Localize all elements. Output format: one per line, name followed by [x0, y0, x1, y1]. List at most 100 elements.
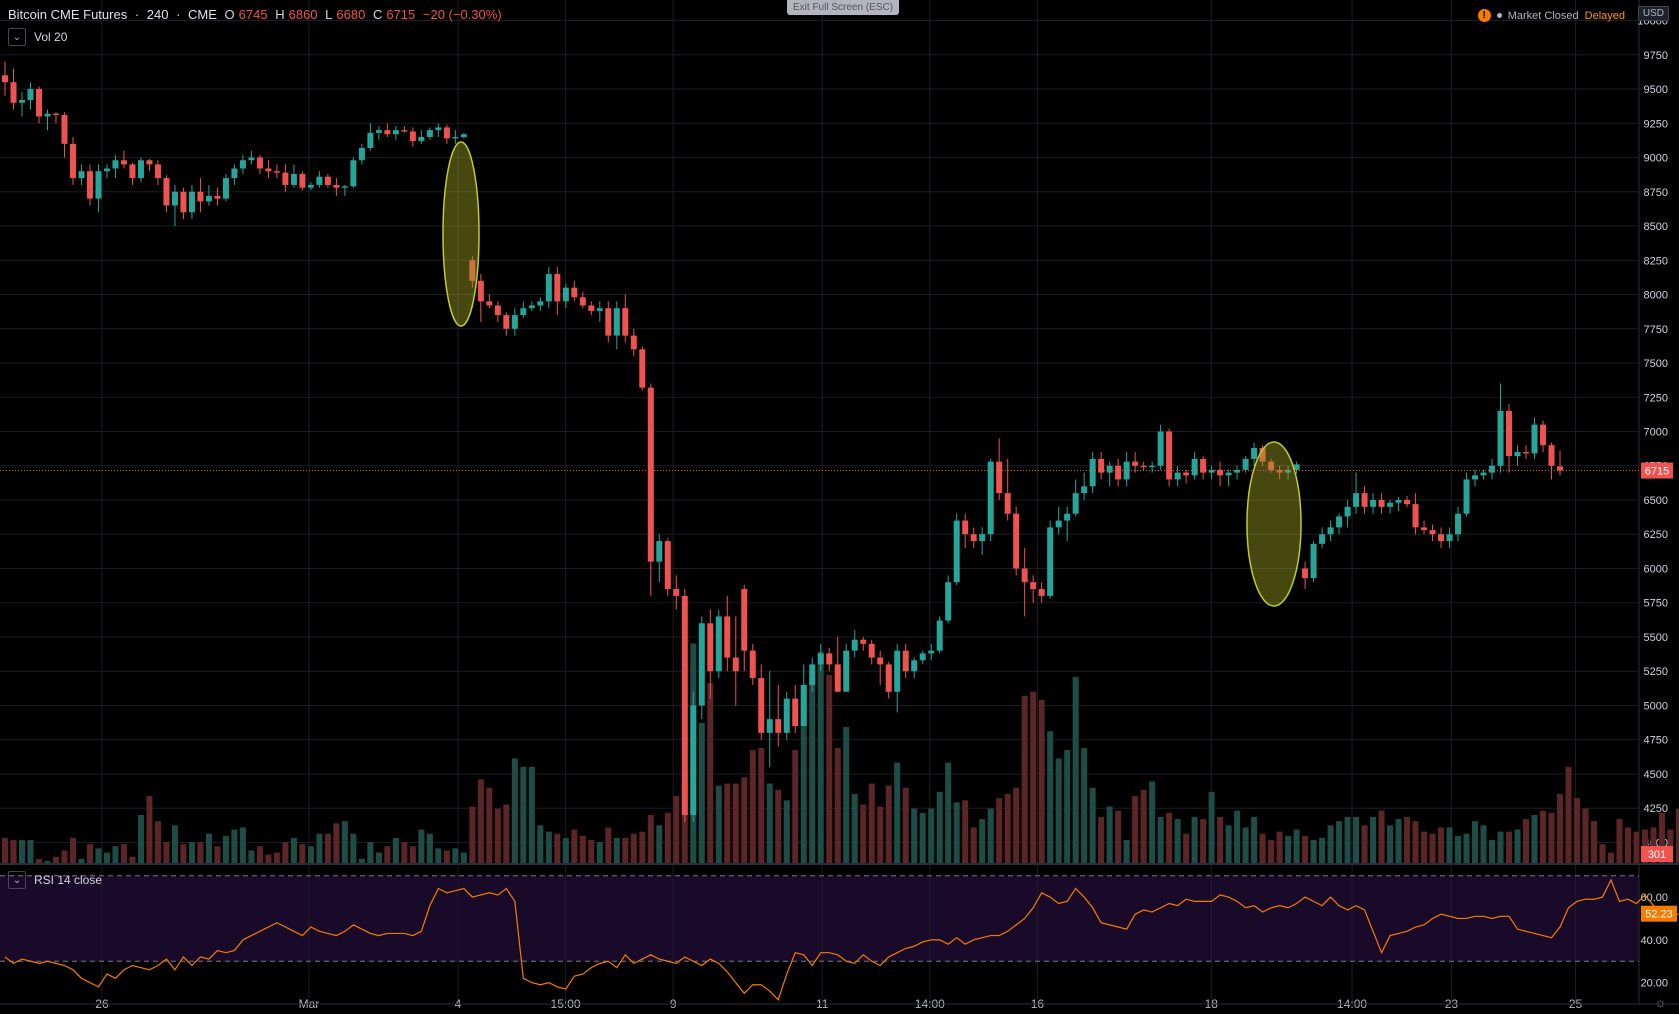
- candle-body: [1302, 568, 1309, 579]
- candle-body: [95, 171, 102, 199]
- price-tick-label: 9250: [1644, 118, 1668, 130]
- candle-body: [579, 297, 586, 306]
- open-key: O: [224, 7, 235, 22]
- volume-bar: [656, 825, 663, 863]
- gear-icon[interactable]: ☼: [1654, 994, 1667, 1010]
- volume-bar: [894, 762, 901, 863]
- volume-legend-label[interactable]: Vol 20: [34, 30, 68, 44]
- volume-bar: [1089, 787, 1096, 863]
- candle-body: [197, 191, 204, 202]
- volume-bar: [1149, 781, 1156, 863]
- candle-body: [163, 178, 170, 206]
- candle-body: [962, 520, 969, 535]
- volume-bar: [843, 727, 850, 863]
- volume-bar: [1590, 821, 1597, 863]
- candle-body: [902, 650, 909, 672]
- volume-bar: [1378, 810, 1385, 863]
- chevron-down-icon[interactable]: ⌄: [8, 28, 26, 46]
- candle-body: [1004, 493, 1011, 514]
- rsi-line: [4, 878, 1679, 1001]
- candle-body: [1098, 458, 1105, 473]
- candle-body: [911, 660, 918, 672]
- volume-bar: [1438, 827, 1445, 863]
- volume-bar: [222, 835, 229, 863]
- candle-body: [1497, 410, 1504, 466]
- volume-bar: [1361, 825, 1368, 863]
- volume-bar: [800, 689, 807, 863]
- candle-body: [486, 301, 493, 306]
- volume-bar: [1446, 827, 1453, 863]
- volume-bar: [664, 812, 671, 863]
- candle-body: [851, 639, 858, 651]
- volume-bar: [163, 842, 170, 863]
- volume-bar: [1336, 821, 1343, 863]
- interval[interactable]: 240: [146, 7, 169, 22]
- candle-body: [409, 131, 416, 142]
- volume-bar: [248, 850, 255, 863]
- volume-bar: [1624, 827, 1631, 863]
- volume-bar: [341, 821, 348, 863]
- candle-body: [401, 130, 408, 132]
- price-tick-label: 6500: [1644, 495, 1668, 507]
- volume-bar: [868, 783, 875, 863]
- price-tick-label: 5500: [1644, 632, 1668, 644]
- candle-body: [1183, 472, 1190, 476]
- volume-bar: [962, 800, 969, 863]
- candle-body: [129, 164, 136, 179]
- status-dot-icon: [1496, 13, 1502, 18]
- volume-bar: [129, 856, 136, 863]
- exit-fullscreen-button[interactable]: Exit Full Screen (ESC): [787, 0, 900, 15]
- volume-bar: [860, 804, 867, 863]
- candle-body: [248, 157, 255, 161]
- candle-body: [1038, 589, 1045, 596]
- candle-body: [290, 173, 297, 185]
- volume-bar: [1259, 833, 1266, 863]
- candle-body: [1115, 465, 1122, 480]
- volume-bar: [1455, 835, 1462, 863]
- volume-bar: [443, 850, 450, 863]
- volume-bar: [1540, 810, 1547, 863]
- market-closed-label: Market Closed: [1507, 9, 1579, 22]
- volume-bar: [35, 858, 42, 863]
- volume-bar: [511, 758, 518, 863]
- candle-body: [1174, 472, 1181, 480]
- candle-body: [1361, 493, 1368, 507]
- price-tick-label: 8500: [1644, 221, 1668, 233]
- volume-bar: [639, 831, 646, 863]
- volume-bar: [1327, 825, 1334, 863]
- volume-bar: [1200, 819, 1207, 863]
- volume-bar: [1064, 750, 1071, 863]
- chevron-down-icon[interactable]: ⌄: [8, 871, 26, 889]
- candle-body: [1370, 499, 1377, 507]
- volume-bar: [27, 840, 34, 863]
- volume-bar: [477, 779, 484, 863]
- candle-body: [758, 678, 765, 733]
- volume-bar: [1633, 831, 1640, 863]
- candle-body: [299, 173, 306, 188]
- volume-bar: [885, 785, 892, 863]
- volume-bar: [613, 837, 620, 863]
- volume-bar: [1616, 819, 1623, 863]
- candle-body: [809, 664, 816, 685]
- candle-body: [44, 113, 51, 117]
- price-tick-label: 7750: [1644, 324, 1668, 336]
- candle-body: [460, 134, 467, 137]
- symbol-name[interactable]: Bitcoin CME Futures: [8, 7, 128, 22]
- rsi-legend-label[interactable]: RSI 14 close: [34, 873, 103, 887]
- volume-bar: [1463, 833, 1470, 863]
- candle-body: [639, 349, 646, 388]
- currency-badge[interactable]: USD: [1637, 6, 1669, 21]
- volume-bar: [605, 827, 612, 863]
- candle-body: [860, 639, 867, 644]
- volume-bar: [554, 833, 561, 863]
- highlight-ellipse: [442, 141, 480, 327]
- candle-body: [1259, 447, 1266, 462]
- candle-body: [1166, 431, 1173, 480]
- volume-bar: [996, 798, 1003, 863]
- warning-icon[interactable]: !: [1477, 9, 1491, 22]
- rsi-tick-label: 60.00: [1640, 892, 1668, 904]
- candle-body: [1055, 520, 1062, 528]
- open-value: 6745: [238, 7, 268, 22]
- volume-bar: [214, 846, 221, 863]
